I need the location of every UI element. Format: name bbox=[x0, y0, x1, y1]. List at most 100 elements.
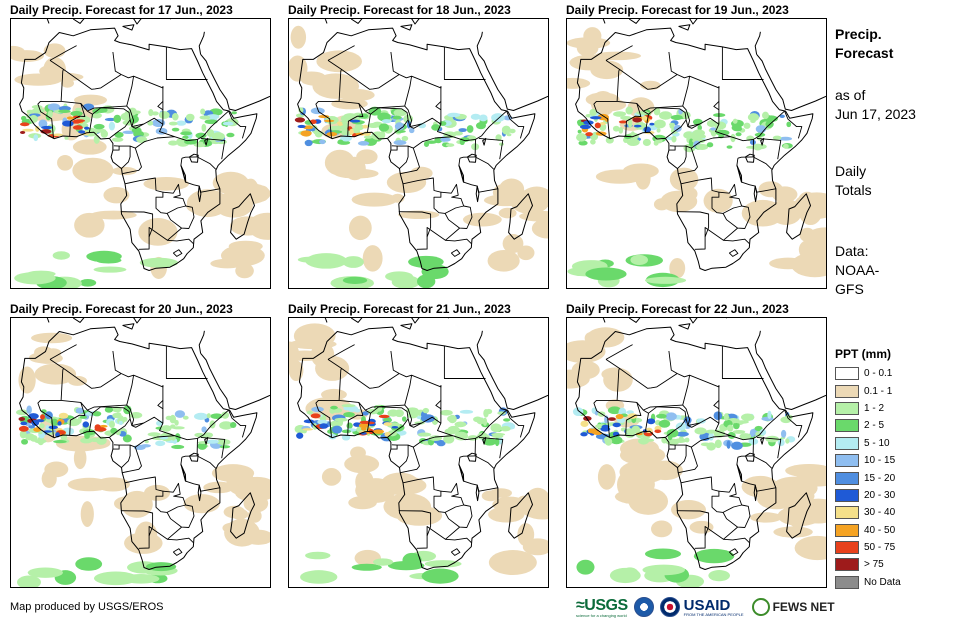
legend-item: 50 - 75 bbox=[835, 539, 901, 556]
rain-cell bbox=[38, 430, 43, 435]
rain-cell bbox=[354, 123, 364, 131]
heavy-rain-cell bbox=[579, 124, 591, 130]
coastline bbox=[72, 318, 142, 324]
coastline bbox=[628, 318, 698, 324]
rain-cell bbox=[147, 432, 161, 437]
heavy-rain-cell bbox=[383, 422, 392, 426]
legend-item: 10 - 15 bbox=[835, 452, 901, 469]
country-border bbox=[390, 51, 442, 89]
partner-logos: ≈USGS science for a changing world USAID… bbox=[576, 595, 835, 619]
precip-map[interactable] bbox=[566, 317, 827, 588]
rain-cell bbox=[28, 425, 36, 429]
light-rain-patch bbox=[797, 191, 817, 211]
rain-cell bbox=[158, 111, 170, 119]
rain-cell bbox=[206, 413, 211, 419]
panel-title: Daily Precip. Forecast for 22 Jun., 2023 bbox=[566, 302, 789, 316]
rain-cell bbox=[310, 107, 325, 115]
heavy-rain-cell bbox=[310, 413, 321, 419]
rain-cell bbox=[491, 434, 504, 439]
lake-outline bbox=[482, 137, 487, 146]
precip-field bbox=[17, 332, 270, 587]
frontal-rain-patch bbox=[86, 250, 122, 263]
light-rain-patch bbox=[567, 340, 606, 363]
rain-cell bbox=[151, 111, 159, 116]
country-border bbox=[166, 504, 195, 528]
country-border bbox=[112, 146, 120, 151]
light-rain-patch bbox=[398, 210, 440, 220]
country-border bbox=[737, 156, 773, 170]
map-outlines bbox=[297, 318, 548, 570]
rain-cell bbox=[346, 422, 353, 429]
frontal-rain-patch bbox=[402, 552, 422, 568]
light-rain-patch bbox=[487, 250, 520, 272]
legend-swatch bbox=[835, 541, 859, 555]
precip-map[interactable] bbox=[10, 317, 271, 588]
country-border bbox=[200, 436, 226, 459]
light-rain-patch bbox=[248, 212, 270, 240]
rain-cell bbox=[226, 132, 235, 138]
rain-cell bbox=[706, 142, 714, 148]
light-rain-patch bbox=[383, 493, 432, 520]
country-border bbox=[593, 100, 618, 139]
heavy-rain-cell bbox=[66, 116, 75, 120]
light-rain-patch bbox=[43, 43, 66, 58]
country-border bbox=[228, 110, 247, 139]
precip-map[interactable] bbox=[288, 317, 549, 588]
heavy-rain-cell bbox=[19, 122, 30, 127]
precip-map[interactable] bbox=[566, 18, 827, 289]
rain-cell bbox=[331, 425, 343, 434]
country-border bbox=[327, 344, 355, 360]
rain-cell bbox=[590, 133, 599, 141]
country-border bbox=[200, 137, 226, 160]
country-border bbox=[121, 146, 131, 169]
light-rain-patch bbox=[510, 500, 526, 511]
precip-map[interactable] bbox=[288, 18, 549, 289]
country-border bbox=[478, 137, 504, 160]
precip-field bbox=[289, 323, 548, 584]
frontal-rain-patch bbox=[609, 567, 641, 584]
frontal-rain-patch bbox=[122, 573, 160, 584]
rain-cell bbox=[222, 121, 234, 126]
light-rain-patch bbox=[256, 185, 270, 202]
country-border bbox=[677, 146, 687, 169]
rain-cell bbox=[39, 423, 45, 429]
light-rain-patch bbox=[791, 252, 826, 278]
rain-cell bbox=[735, 132, 742, 137]
rain-cell bbox=[779, 114, 785, 118]
coastline bbox=[756, 352, 826, 410]
country-border bbox=[435, 400, 442, 410]
rain-cell bbox=[16, 409, 28, 416]
country-border bbox=[165, 46, 208, 80]
country-border bbox=[370, 107, 409, 139]
frontal-rain-patch bbox=[17, 575, 41, 587]
country-border bbox=[390, 350, 442, 388]
rain-cell bbox=[697, 124, 702, 131]
light-rain-patch bbox=[235, 263, 254, 279]
heavy-rain-cell bbox=[72, 125, 83, 130]
country-border bbox=[129, 418, 145, 428]
country-border bbox=[165, 345, 208, 379]
country-border bbox=[616, 368, 620, 401]
lake-outline bbox=[760, 137, 765, 146]
light-rain-patch bbox=[243, 529, 270, 545]
country-border bbox=[723, 537, 750, 543]
frontal-rain-patch bbox=[708, 570, 731, 582]
light-rain-patch bbox=[651, 520, 673, 538]
country-border bbox=[668, 146, 676, 151]
rain-cell bbox=[688, 138, 694, 148]
map-outlines bbox=[19, 19, 270, 271]
heavy-rain-cell bbox=[297, 124, 306, 129]
rain-belt bbox=[16, 405, 237, 451]
rain-cell bbox=[168, 140, 178, 146]
light-rain-patch bbox=[211, 464, 255, 483]
precip-map[interactable] bbox=[10, 18, 271, 289]
heavy-rain-cell bbox=[362, 124, 368, 129]
rain-cell bbox=[762, 111, 769, 120]
heavy-rain-cell bbox=[82, 421, 90, 428]
light-rain-patch bbox=[103, 187, 130, 204]
forecast-panel: Daily Precip. Forecast for 21 Jun., 2023 bbox=[288, 302, 549, 588]
light-rain-patch bbox=[669, 257, 686, 279]
rain-cell bbox=[777, 438, 785, 447]
panel-title: Daily Precip. Forecast for 18 Jun., 2023 bbox=[288, 3, 511, 17]
rain-cell bbox=[75, 107, 82, 112]
